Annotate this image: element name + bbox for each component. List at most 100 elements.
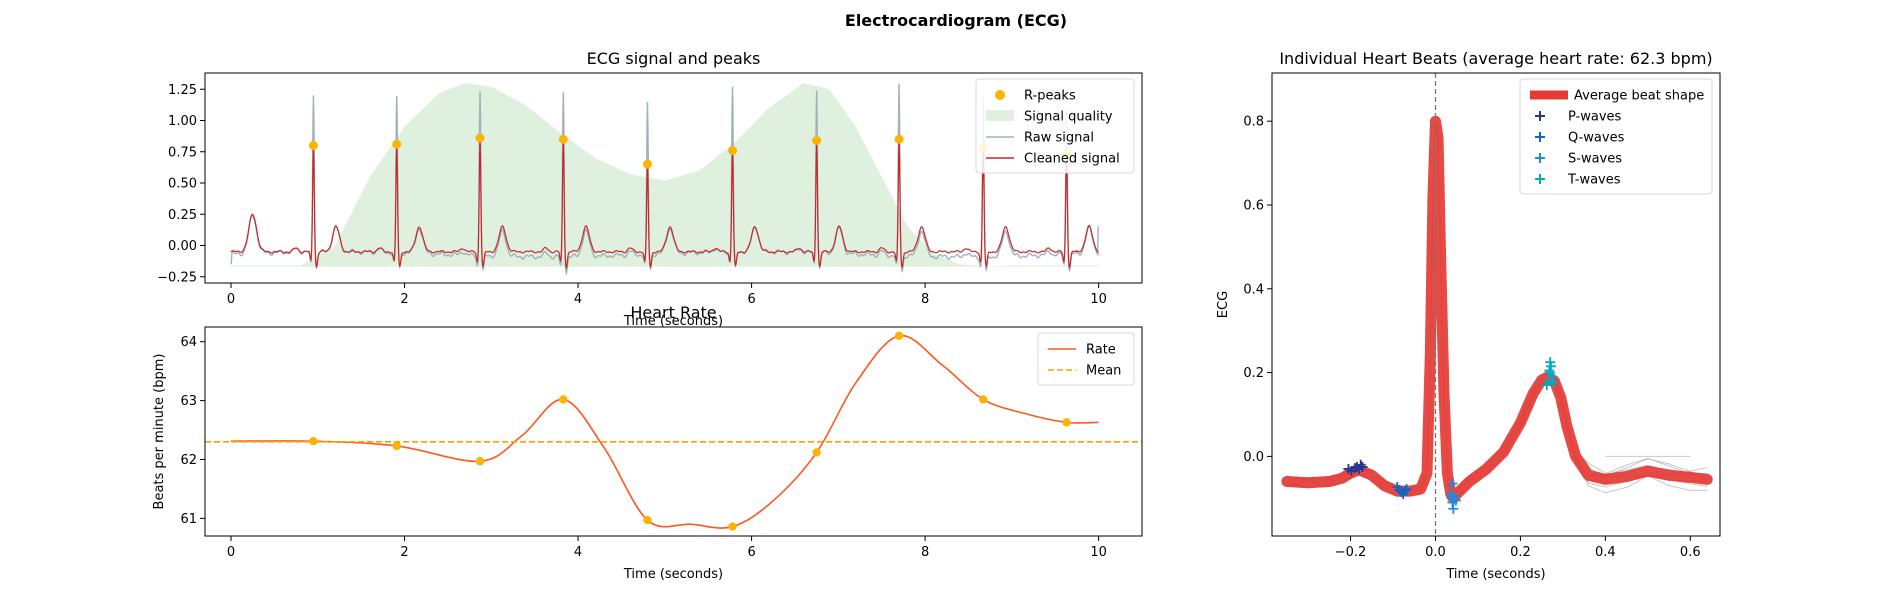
beats-x-tick-label: 0.2 [1510, 545, 1531, 560]
heart-rate-point [728, 522, 737, 531]
heart-rate-panel-title: Heart Rate [630, 303, 716, 322]
ecg-legend-label: Cleaned signal [1024, 152, 1120, 167]
heart-rate-point [309, 437, 318, 446]
beats-y-tick-label: 0.2 [1243, 366, 1264, 381]
r-peak-point [308, 141, 318, 150]
hr-x-tick-label: 10 [1090, 545, 1107, 560]
hr-x-tick-label: 4 [574, 545, 582, 560]
ecg-x-axis-label: Time (seconds) [623, 314, 723, 329]
hr-y-tick-label: 61 [180, 512, 197, 527]
heart-rate-point [812, 448, 821, 457]
ecg-x-tick-label: 10 [1090, 292, 1107, 307]
hr-x-tick-label: 6 [747, 545, 755, 560]
q-wave-marker [1401, 484, 1412, 495]
beats-axes-frame [1271, 72, 1721, 537]
hr-x-tick-label: 8 [921, 545, 929, 560]
beats-x-tick-label: 0.0 [1425, 545, 1446, 560]
p-wave-marker [1357, 461, 1368, 472]
heart-rate-line [231, 335, 1099, 529]
beats-y-tick-label: 0.0 [1243, 450, 1264, 465]
ecg-x-tick-label: 8 [921, 292, 929, 307]
ecg-legend-label: Signal quality [1024, 110, 1113, 125]
p-wave-marker [1355, 459, 1366, 470]
beats-y-tick-label: 0.4 [1243, 282, 1264, 297]
hr-x-tick-label: 2 [400, 545, 408, 560]
heart-beats-x-axis-label: Time (seconds) [1445, 567, 1545, 582]
figure-title: Electrocardiogram (ECG) [845, 11, 1067, 30]
cleaned-signal-line [230, 138, 1099, 270]
ecg-y-tick-label: 0.00 [168, 239, 197, 254]
q-wave-marker [1399, 485, 1410, 496]
ecg-panel-title: ECG signal and peaks [587, 49, 761, 68]
ecg-legend-swatch [986, 110, 1014, 121]
beats-y-tick-label: 0.6 [1243, 198, 1264, 213]
hr-legend-label: Rate [1086, 343, 1116, 358]
beats-y-tick-label: 0.8 [1243, 115, 1264, 130]
beats-legend-swatch [1535, 132, 1545, 142]
signal-quality-area [231, 83, 1099, 267]
ecg-signal-panel: ECG signal and peaks Time (seconds) 0 2 4 6… [157, 49, 1143, 329]
r-peak-point [894, 134, 904, 144]
r-peak-point [642, 159, 652, 169]
ecg-x-tick-label: 2 [400, 292, 408, 307]
t-wave-marker [1547, 371, 1558, 382]
ecg-y-tick-label: 0.25 [168, 208, 197, 223]
s-wave-marker [1447, 478, 1458, 489]
heart-rate-point [979, 395, 988, 404]
s-wave-marker [1450, 495, 1461, 506]
ecg-legend-label: Raw signal [1024, 131, 1094, 146]
beats-x-tick-label: 0.6 [1680, 545, 1701, 560]
heart-rate-point [559, 395, 568, 404]
r-peak-point [475, 133, 485, 143]
beats-legend-label: T-waves [1567, 173, 1621, 188]
beats-x-tick-label: 0.4 [1595, 545, 1616, 560]
heart-rate-point [643, 515, 652, 525]
heart-rate-point [392, 441, 401, 451]
beats-x-tick-label: −0.2 [1335, 545, 1367, 560]
heart-rate-y-axis-label: Beats per minute (bpm) [152, 354, 167, 510]
s-wave-marker [1448, 503, 1459, 514]
heart-beats-y-axis-label: ECG [1216, 291, 1231, 318]
hr-x-tick-label: 0 [227, 545, 235, 560]
heart-rate-point [1062, 418, 1071, 427]
ecg-legend-swatch [995, 90, 1005, 100]
ecg-y-tick-label: 1.00 [168, 114, 197, 129]
beats-legend-label: Q-waves [1568, 131, 1625, 146]
beats-legend-swatch [1535, 153, 1545, 163]
heart-rate-x-axis-label: Time (seconds) [623, 567, 723, 582]
r-peak-point [727, 146, 737, 155]
ecg-y-tick-label: 1.25 [168, 83, 197, 98]
ecg-y-tick-label: 0.50 [168, 177, 197, 192]
hr-axes-frame [204, 326, 1143, 537]
ecg-legend-box [975, 78, 1135, 174]
ecg-y-tick-label: 0.75 [168, 145, 197, 160]
hr-legend-box [1037, 332, 1135, 386]
r-peak-point [812, 136, 822, 145]
heart-rate-point [894, 331, 904, 341]
heart-rate-panel: Heart Rate Time (seconds) Beats per minu… [152, 303, 1143, 582]
r-peak-point [392, 139, 402, 149]
t-wave-marker [1545, 357, 1556, 368]
beats-legend-label: S-waves [1568, 152, 1622, 167]
ecg-x-tick-label: 0 [227, 292, 235, 307]
hr-y-tick-label: 64 [180, 335, 197, 350]
beats-legend-label: P-waves [1568, 110, 1622, 125]
beats-legend-swatch [1535, 174, 1545, 184]
ecg-x-tick-label: 6 [747, 292, 755, 307]
heart-rate-point [475, 457, 485, 466]
ecg-legend-label: R-peaks [1024, 89, 1076, 104]
ecg-x-tick-label: 4 [574, 292, 582, 307]
heart-beats-panel: Individual Heart Beats (average heart ra… [1216, 49, 1721, 582]
ecg-y-tick-label: −0.25 [157, 270, 197, 285]
ecg-axes-frame [204, 72, 1143, 284]
t-wave-marker [1544, 365, 1555, 376]
beats-legend-box [1519, 78, 1713, 195]
beats-legend-label: Average beat shape [1574, 89, 1704, 104]
beats-legend-swatch [1535, 111, 1545, 121]
hr-legend-label: Mean [1086, 364, 1121, 379]
r-peak-point [558, 134, 568, 144]
hr-y-tick-label: 62 [180, 453, 197, 468]
t-wave-marker [1548, 378, 1559, 389]
heart-beats-panel-title: Individual Heart Beats (average heart ra… [1279, 49, 1712, 68]
